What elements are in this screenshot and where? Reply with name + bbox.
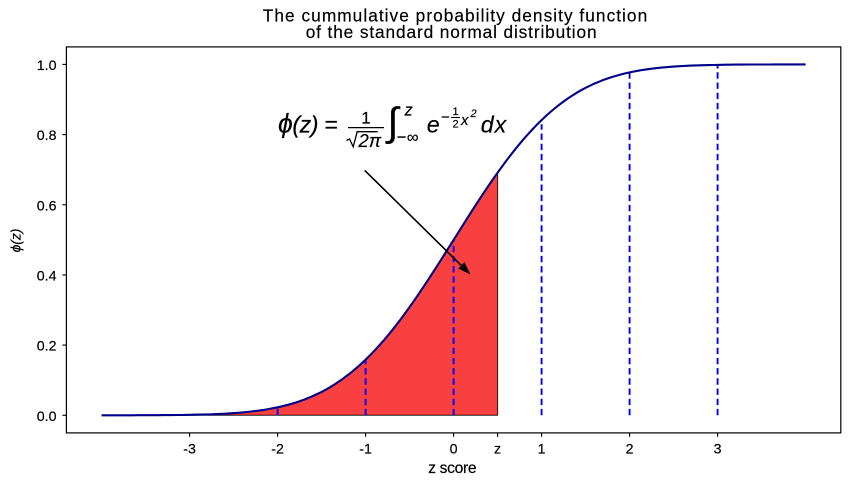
svg-text:z score: z score xyxy=(428,460,476,477)
svg-text:−: − xyxy=(441,109,450,126)
svg-text:0.8: 0.8 xyxy=(37,128,57,144)
svg-text:2: 2 xyxy=(626,442,634,458)
svg-text:2π: 2π xyxy=(358,130,382,151)
svg-text:-2: -2 xyxy=(271,442,284,458)
svg-text:dx: dx xyxy=(481,112,508,138)
svg-text:z: z xyxy=(404,101,414,119)
svg-text:-1: -1 xyxy=(359,442,372,458)
svg-text:−∞: −∞ xyxy=(397,128,419,146)
svg-text:∫: ∫ xyxy=(386,101,402,145)
svg-text:0.6: 0.6 xyxy=(37,198,57,214)
svg-text:x: x xyxy=(460,112,469,129)
svg-text:of the standard normal distrib: of the standard normal distribution xyxy=(306,22,597,42)
svg-text:e: e xyxy=(427,112,440,138)
svg-text:ϕ(z) =: ϕ(z) = xyxy=(278,109,338,139)
svg-text:-3: -3 xyxy=(183,442,196,458)
svg-text:3: 3 xyxy=(714,442,722,458)
svg-text:1: 1 xyxy=(538,442,546,458)
svg-text:The cummulative probability de: The cummulative probability density func… xyxy=(263,6,647,26)
svg-text:0: 0 xyxy=(450,442,458,458)
svg-text:1: 1 xyxy=(452,106,458,118)
svg-text:2: 2 xyxy=(452,119,458,131)
svg-text:z: z xyxy=(494,442,501,458)
svg-text:0.0: 0.0 xyxy=(37,409,57,425)
svg-text:1.0: 1.0 xyxy=(37,58,57,74)
svg-text:0.4: 0.4 xyxy=(37,269,57,285)
svg-text:ϕ(z): ϕ(z) xyxy=(8,229,24,253)
svg-text:0.2: 0.2 xyxy=(37,339,57,355)
svg-text:1: 1 xyxy=(361,108,370,127)
svg-text:2: 2 xyxy=(470,108,477,120)
